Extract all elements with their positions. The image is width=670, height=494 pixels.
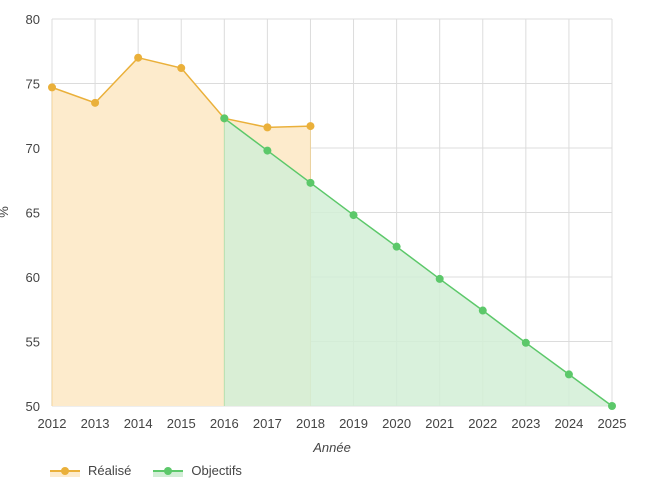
chart-areas	[51, 57, 613, 406]
data-point[interactable]	[134, 53, 143, 62]
data-point[interactable]	[435, 274, 444, 283]
y-tick-label: 70	[26, 141, 40, 156]
x-tick-label: 2020	[382, 416, 411, 431]
legend-item-realise[interactable]: Réalisé	[50, 463, 131, 478]
y-tick-label: 55	[26, 335, 40, 350]
x-tick-label: 2024	[554, 416, 583, 431]
data-point[interactable]	[392, 242, 401, 251]
legend-swatch-objectifs	[153, 465, 184, 477]
data-point[interactable]	[306, 122, 315, 131]
y-tick-label: 80	[26, 12, 40, 27]
data-point[interactable]	[48, 83, 56, 92]
y-axis-title: %	[0, 206, 11, 218]
x-tick-label: 2019	[339, 416, 368, 431]
x-tick-label: 2014	[124, 416, 153, 431]
y-axis-ticks: 50 55 60 65 70 75 80	[26, 12, 40, 414]
x-tick-label: 2018	[296, 416, 325, 431]
legend-label-realise: Réalisé	[88, 463, 132, 478]
data-point[interactable]	[608, 402, 616, 410]
x-tick-label: 2015	[167, 416, 196, 431]
y-tick-label: 60	[26, 270, 40, 285]
data-point[interactable]	[220, 114, 229, 123]
legend-swatch-realise	[50, 465, 80, 477]
data-point[interactable]	[177, 64, 186, 73]
x-tick-label: 2022	[468, 416, 497, 431]
data-point[interactable]	[263, 123, 272, 132]
y-tick-label: 65	[26, 206, 40, 221]
y-tick-label: 50	[26, 399, 40, 414]
x-tick-label: 2013	[81, 416, 110, 431]
series-area-1	[224, 118, 613, 406]
chart-points	[48, 53, 616, 410]
legend-item-objectifs[interactable]: Objectifs	[153, 463, 242, 478]
chart-legend: Réalisé Objectifs	[50, 463, 242, 478]
x-tick-label: 2012	[38, 416, 67, 431]
legend-label-objectifs: Objectifs	[191, 463, 242, 478]
x-tick-label: 2023	[511, 416, 540, 431]
data-point[interactable]	[306, 178, 315, 187]
x-tick-label: 2016	[210, 416, 239, 431]
data-point[interactable]	[263, 146, 272, 155]
x-tick-label: 2017	[253, 416, 282, 431]
data-point[interactable]	[564, 370, 573, 379]
data-point[interactable]	[521, 338, 530, 347]
data-point[interactable]	[349, 211, 358, 220]
x-tick-label: 2025	[598, 416, 627, 431]
data-point[interactable]	[478, 306, 487, 315]
x-tick-label: 2021	[425, 416, 454, 431]
y-tick-label: 75	[26, 77, 40, 92]
x-axis-title: Année	[312, 440, 351, 455]
data-point[interactable]	[91, 98, 100, 107]
x-axis-ticks: 2012 2013 2014 2015 2016 2017 2018 2019 2020 2021…	[38, 416, 627, 431]
series-line-1	[223, 117, 613, 407]
